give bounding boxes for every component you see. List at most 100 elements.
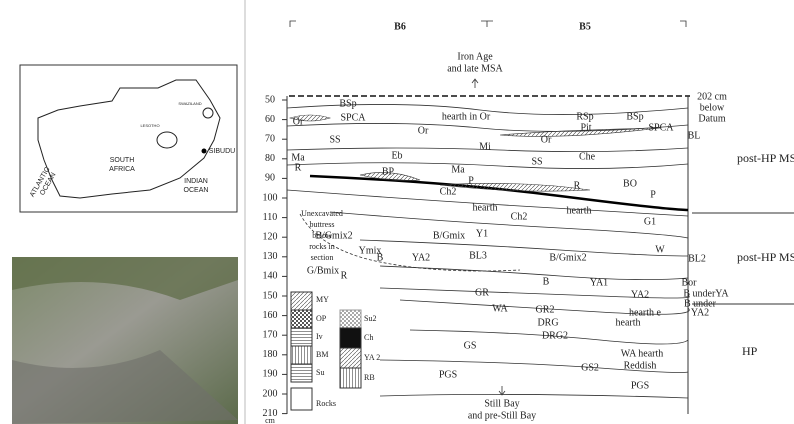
layer-label: Che bbox=[579, 151, 596, 162]
legend-label: Su2 bbox=[364, 314, 376, 323]
layer-label: GR2 bbox=[536, 304, 555, 315]
layer-label: SS bbox=[329, 134, 340, 145]
layer-label: BO bbox=[623, 178, 637, 189]
depth-tick-label: 150 bbox=[263, 290, 278, 301]
legend-label: MY bbox=[316, 295, 329, 304]
phase-label: post-HP MSA 1 bbox=[737, 151, 794, 165]
layer-label: SPCA bbox=[648, 122, 674, 133]
layer-label: P bbox=[650, 189, 656, 200]
layer-label: Mi bbox=[479, 141, 491, 152]
layer-label: G/Bmix bbox=[307, 265, 339, 276]
layer-label: Ma bbox=[451, 164, 465, 175]
layer-label: Reddish bbox=[624, 360, 657, 371]
layer-label: GS bbox=[464, 340, 477, 351]
layer-label: W bbox=[655, 244, 665, 255]
layer-label: DRG bbox=[537, 317, 558, 328]
map-label: INDIAN bbox=[184, 178, 208, 185]
layer-label: hearth in Or bbox=[442, 111, 491, 122]
layer-label: Eb bbox=[391, 150, 402, 161]
layer-label: Ch2 bbox=[511, 211, 528, 222]
depth-tick-label: 200 bbox=[263, 388, 278, 399]
buttress-note: section bbox=[311, 253, 334, 262]
layer-label: GS2 bbox=[581, 362, 599, 373]
layer-label: SPCA bbox=[340, 112, 366, 123]
top-note: Iron Age bbox=[457, 51, 493, 62]
layer-label: RSp bbox=[576, 111, 593, 122]
depth-tick-label: 90 bbox=[265, 173, 275, 184]
map-label: SOUTH bbox=[110, 157, 135, 164]
buttress-note: rocks in bbox=[309, 242, 335, 251]
layer-label: Bor bbox=[682, 277, 698, 288]
layer-label: YA1 bbox=[590, 277, 608, 288]
depth-tick-label: 60 bbox=[265, 114, 275, 125]
layer-label: hearth bbox=[567, 205, 592, 216]
legend-label: YA 2 bbox=[364, 353, 380, 362]
layer-label: Or bbox=[293, 116, 304, 127]
layer-label: YA2 bbox=[412, 252, 430, 263]
legend-label: RB bbox=[364, 373, 375, 382]
legend-label: Rocks bbox=[316, 399, 336, 408]
depth-tick-label: 100 bbox=[263, 192, 278, 203]
layer-label: BSp bbox=[339, 98, 356, 109]
grid-markers bbox=[290, 21, 686, 27]
legend-label: Ch bbox=[364, 333, 373, 342]
layer-label: Ch2 bbox=[440, 186, 457, 197]
layer-label: R bbox=[295, 162, 302, 173]
phase-label: post-HP MSA 2 bbox=[737, 250, 794, 264]
buttress-note: buttress bbox=[310, 220, 335, 229]
map-label: AFRICA bbox=[109, 166, 135, 173]
layer-label: B bbox=[377, 252, 384, 263]
layer-label: BL2 bbox=[688, 253, 706, 264]
depth-tick-label: 160 bbox=[263, 310, 278, 321]
layer-label: Pit bbox=[580, 122, 591, 133]
layer-label: BSp bbox=[626, 111, 643, 122]
depth-tick-label: 170 bbox=[263, 329, 278, 340]
layer-label: PGS bbox=[439, 369, 457, 380]
depth-tick-label: 80 bbox=[265, 153, 275, 164]
layer-label: G1 bbox=[644, 216, 656, 227]
buttress-note: Unexcavated bbox=[301, 209, 343, 218]
datum-note: below bbox=[700, 102, 725, 113]
depth-tick-label: 50 bbox=[265, 94, 275, 105]
layer-label: WA bbox=[492, 303, 508, 314]
layer-label: R bbox=[341, 270, 348, 281]
legend-label: OP bbox=[316, 314, 327, 323]
column-label: B6 bbox=[394, 21, 406, 32]
legend-label: BM bbox=[316, 350, 328, 359]
map-label: SIBUDU bbox=[209, 148, 235, 155]
column-label: B5 bbox=[579, 21, 591, 32]
map-label: OCEAN bbox=[184, 187, 209, 194]
map: SOUTH AFRICA ATLANTIC OCEAN INDIAN OCEAN… bbox=[20, 65, 237, 212]
bottom-note: and pre-Still Bay bbox=[468, 410, 536, 421]
layer-label: Or bbox=[541, 134, 552, 145]
layer-label: DRG2 bbox=[542, 330, 568, 341]
top-note: and late MSA bbox=[447, 63, 503, 74]
layer-label: Or bbox=[418, 125, 429, 136]
map-label: SWAZILAND bbox=[178, 101, 201, 106]
depth-tick-label: 120 bbox=[263, 231, 278, 242]
depth-tick-label: 70 bbox=[265, 133, 275, 144]
depth-unit: cm bbox=[265, 416, 276, 424]
depth-tick-label: 130 bbox=[263, 251, 278, 262]
bottom-note: Still Bay bbox=[484, 398, 519, 409]
datum-note: Datum bbox=[698, 113, 725, 124]
legend-label: Su bbox=[316, 368, 324, 377]
layer-label: BL bbox=[688, 130, 701, 141]
layer-label: WA hearth bbox=[621, 348, 664, 359]
datum-note: 202 cm bbox=[697, 91, 727, 102]
layer-label: Y1 bbox=[476, 228, 488, 239]
layer-label: hearth bbox=[616, 317, 641, 328]
phase-label: HP bbox=[742, 344, 758, 358]
depth-tick-label: 140 bbox=[263, 271, 278, 282]
layer-label: PGS bbox=[631, 380, 649, 391]
legend-label: Iv bbox=[316, 332, 323, 341]
layer-label: BP bbox=[382, 166, 395, 177]
layer-label: hearth bbox=[473, 202, 498, 213]
layer-label: YA2 bbox=[691, 307, 709, 318]
layer-label: SS bbox=[531, 156, 542, 167]
layer-label: GR bbox=[475, 287, 489, 298]
sibudu-dot bbox=[202, 149, 207, 154]
layer-label: B/Gmix bbox=[433, 230, 465, 241]
layer-label: YA2 bbox=[631, 289, 649, 300]
layer-label: BL3 bbox=[469, 250, 487, 261]
